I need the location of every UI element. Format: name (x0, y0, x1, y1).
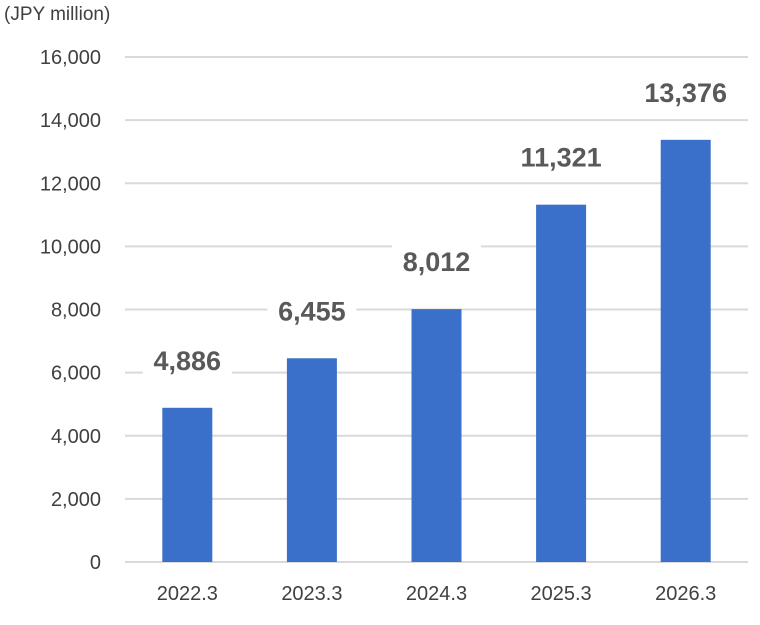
data-label: 4,886 (154, 346, 222, 376)
bar (286, 358, 337, 562)
y-tick-label: 10,000 (40, 236, 101, 258)
x-tick-label: 2022.3 (157, 583, 218, 605)
y-tick-label: 6,000 (51, 363, 101, 385)
data-label: 11,321 (521, 143, 602, 173)
x-tick-label: 2023.3 (281, 583, 342, 605)
x-tick-label: 2024.3 (406, 583, 467, 605)
y-tick-label: 4,000 (51, 426, 101, 448)
data-label: 6,455 (278, 296, 346, 326)
bar (536, 204, 587, 562)
x-tick-label: 2025.3 (531, 583, 592, 605)
bar (411, 309, 462, 562)
data-label: 8,012 (403, 247, 471, 277)
y-tick-label: 16,000 (40, 47, 101, 69)
data-label-background (633, 75, 738, 112)
y-tick-label: 12,000 (40, 173, 101, 195)
y-tick-label: 0 (90, 552, 101, 574)
data-label-background (142, 343, 232, 380)
y-tick-label: 8,000 (51, 300, 101, 322)
bar (660, 139, 711, 562)
y-axis-unit-label: (JPY million) (4, 4, 111, 25)
x-tick-label: 2026.3 (655, 583, 716, 605)
y-tick-label: 14,000 (40, 110, 101, 132)
y-tick-label: 2,000 (51, 489, 101, 511)
bar (162, 407, 213, 562)
data-label: 13,376 (644, 78, 727, 108)
data-label-background (267, 294, 357, 331)
data-label-background (392, 245, 481, 282)
data-label-background (509, 140, 614, 177)
